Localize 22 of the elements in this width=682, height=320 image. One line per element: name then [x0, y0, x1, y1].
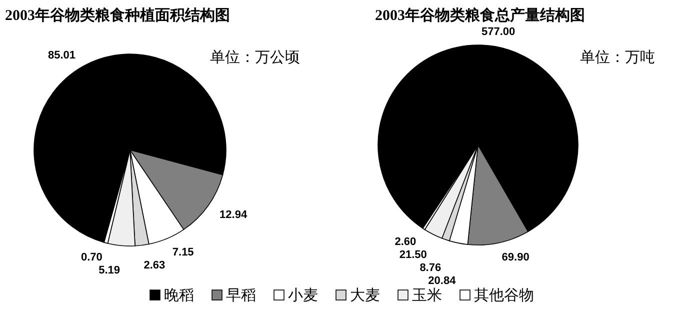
data-label: 69.90 — [502, 251, 530, 264]
data-label: 5.19 — [98, 264, 120, 276]
data-label: 577.00 — [481, 26, 516, 38]
data-label: 8.76 — [420, 262, 442, 274]
text: 单位：万吨 — [580, 49, 655, 66]
text: 单位：万公顷 — [210, 49, 300, 66]
data-label: 85.01 — [48, 49, 76, 62]
data-label: 2.60 — [394, 236, 416, 248]
data-label: 2.63 — [144, 260, 166, 272]
data-label: 7.15 — [172, 246, 194, 258]
legend-label: 小麦 — [288, 287, 318, 304]
chart-title: 2003年谷物类粮食种植面积结构图 — [5, 7, 230, 24]
data-label: 21.50 — [399, 248, 427, 261]
legend-label: 大麦 — [350, 287, 380, 304]
legend-label: 其他谷物 — [474, 287, 534, 304]
data-label: 12.94 — [220, 208, 248, 221]
chart-title: 2003年谷物类粮食总产量结构图 — [375, 7, 585, 24]
data-label: 0.70 — [80, 251, 102, 264]
legend-label: 玉米 — [412, 287, 442, 304]
data-label: 20.84 — [428, 274, 457, 287]
legend-label: 晚稻 — [164, 287, 194, 304]
legend-label: 早稻 — [226, 288, 256, 304]
